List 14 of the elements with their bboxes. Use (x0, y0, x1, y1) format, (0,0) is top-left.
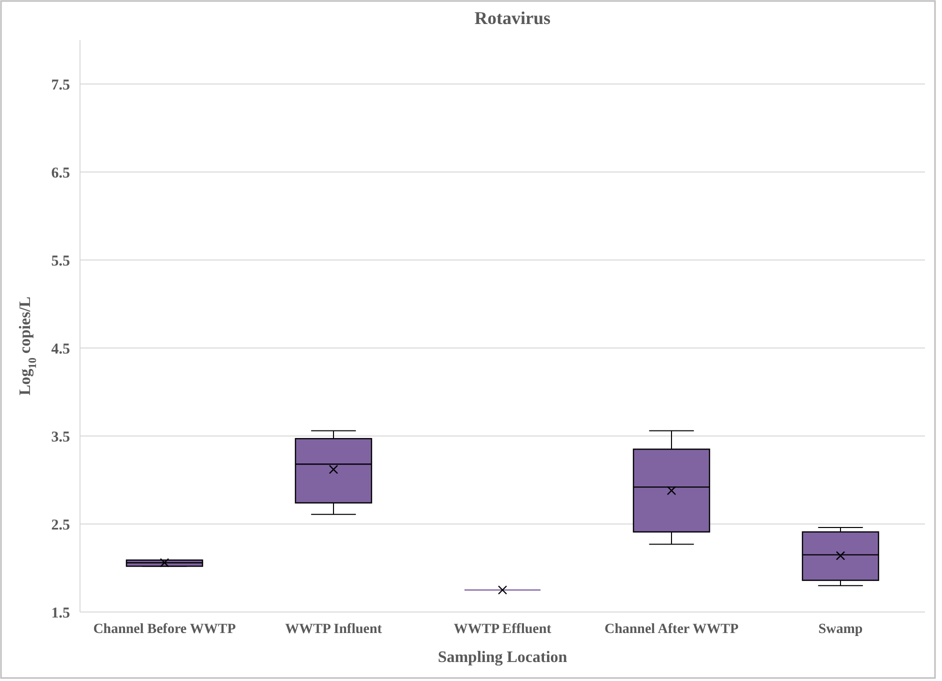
x-tick-label: Channel After WWTP (604, 622, 739, 637)
x-tick-label: WWTP Influent (285, 622, 382, 637)
y-tick-label: 4.5 (51, 341, 70, 358)
y-tick-label: 6.5 (51, 165, 70, 182)
x-axis-title: Sampling Location (438, 649, 568, 666)
y-tick-label: 1.5 (51, 605, 70, 622)
y-tick-label: 5.5 (51, 253, 70, 270)
chart-title: Rotavirus (474, 8, 550, 28)
y-tick-label: 2.5 (51, 517, 70, 534)
x-tick-label: WWTP Effluent (454, 622, 552, 637)
x-tick-label: Channel Before WWTP (93, 622, 236, 637)
x-tick-label: Swamp (818, 622, 863, 637)
y-tick-label: 3.5 (51, 429, 70, 446)
y-tick-label: 7.5 (51, 77, 70, 94)
